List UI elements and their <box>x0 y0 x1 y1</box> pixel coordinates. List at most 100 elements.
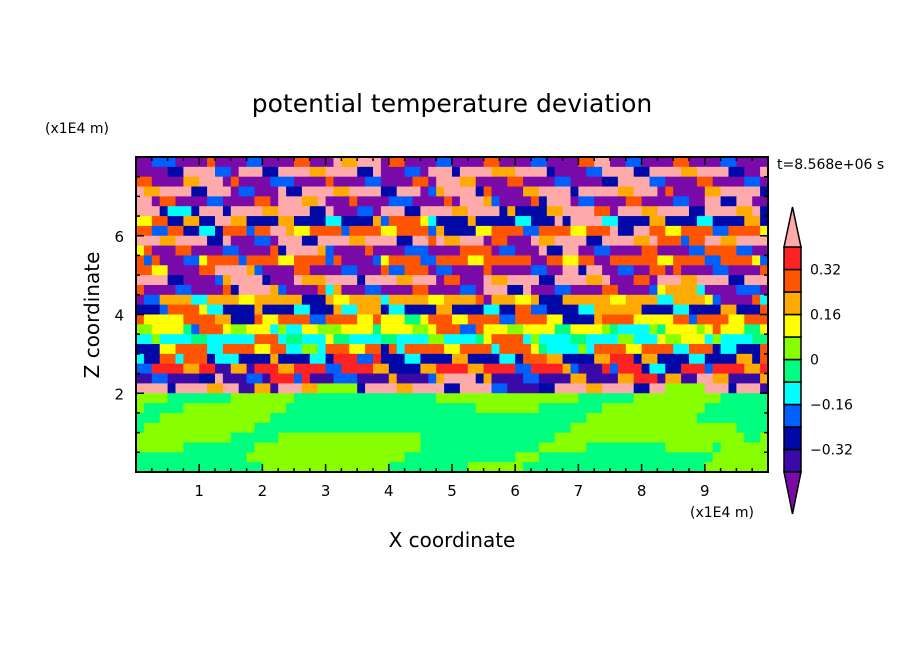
heatmap-cell <box>167 304 177 316</box>
heatmap-cell <box>167 334 177 345</box>
heatmap-cell <box>373 432 382 444</box>
heatmap-cell <box>325 344 335 355</box>
heatmap-cell <box>760 344 769 355</box>
heatmap-cell <box>222 373 232 385</box>
heatmap-cell <box>341 314 350 325</box>
heatmap-cell <box>230 157 240 168</box>
heatmap-cell <box>696 412 706 424</box>
heatmap-cell <box>317 403 327 414</box>
heatmap-cell <box>143 216 153 227</box>
heatmap-cell <box>151 235 161 247</box>
heatmap-cell <box>610 294 619 306</box>
heatmap-cell <box>531 304 540 316</box>
heatmap-cell <box>143 462 153 473</box>
heatmap-cell <box>531 334 540 345</box>
heatmap-cell <box>420 422 429 434</box>
heatmap-cell <box>183 412 192 424</box>
heatmap-cell <box>760 353 769 365</box>
heatmap-cell <box>254 196 263 207</box>
heatmap-cell <box>159 403 169 414</box>
heatmap-cell <box>641 196 651 207</box>
heatmap-cell <box>341 442 350 453</box>
heatmap-cell <box>657 393 666 404</box>
heatmap-cell <box>586 412 595 424</box>
heatmap-cell <box>499 186 508 197</box>
heatmap-cell <box>736 245 745 257</box>
heatmap-cell <box>404 265 414 276</box>
heatmap-cell <box>594 245 603 257</box>
heatmap-cell <box>136 412 145 424</box>
heatmap-cell <box>594 344 603 355</box>
heatmap-cell <box>617 462 627 473</box>
heatmap-cell <box>665 344 674 355</box>
heatmap-cell <box>752 176 761 188</box>
heatmap-cell <box>641 294 651 306</box>
heatmap-cell <box>562 216 572 227</box>
heatmap-cell <box>254 403 263 414</box>
heatmap-cell <box>199 304 208 316</box>
heatmap-cell <box>143 206 153 217</box>
heatmap-cell <box>183 432 192 444</box>
heatmap-cell <box>744 334 753 345</box>
heatmap-cell <box>230 452 240 463</box>
heatmap-cell <box>183 353 192 365</box>
heatmap-cell <box>459 412 469 424</box>
heatmap-cell <box>373 235 382 247</box>
heatmap-cell <box>412 157 421 168</box>
heatmap-cell <box>760 294 769 306</box>
heatmap-cell <box>420 452 429 463</box>
heatmap-cell <box>483 186 493 197</box>
heatmap-cell <box>278 186 287 197</box>
heatmap-cell <box>357 412 366 424</box>
heatmap-cell <box>657 206 666 217</box>
heatmap-cell <box>586 324 595 335</box>
heatmap-cell <box>610 275 619 286</box>
heatmap-cell <box>452 432 461 444</box>
heatmap-cell <box>610 216 619 227</box>
heatmap-cell <box>625 462 635 473</box>
heatmap-cell <box>278 255 287 266</box>
heatmap-cell <box>515 373 524 385</box>
heatmap-cell <box>546 206 556 217</box>
heatmap-cell <box>380 284 390 296</box>
heatmap-cell <box>357 462 366 473</box>
heatmap-cell <box>396 255 406 266</box>
heatmap-cell <box>712 166 722 178</box>
heatmap-cell <box>333 422 342 434</box>
heatmap-cell <box>254 255 263 266</box>
heatmap-cell <box>673 275 682 286</box>
heatmap-cell <box>167 462 177 473</box>
heatmap-cell <box>523 196 532 207</box>
heatmap-cell <box>610 314 619 325</box>
x-axis-label: X coordinate <box>389 528 516 552</box>
heatmap-cell <box>531 275 540 286</box>
heatmap-cell <box>207 353 216 365</box>
heatmap-cell <box>254 432 263 444</box>
heatmap-cell <box>404 383 414 394</box>
heatmap-cell <box>538 235 548 247</box>
heatmap-cell <box>143 383 153 394</box>
heatmap-cell <box>444 265 453 276</box>
heatmap-cell <box>317 373 327 385</box>
heatmap-cell <box>578 314 587 325</box>
heatmap-cell <box>689 353 698 365</box>
heatmap-cell <box>704 314 714 325</box>
heatmap-cell <box>294 294 303 306</box>
heatmap-cell <box>452 344 461 355</box>
heatmap-cell <box>578 225 587 237</box>
heatmap-cell <box>222 225 232 237</box>
heatmap-cell <box>309 225 319 237</box>
heatmap-cell <box>657 462 666 473</box>
heatmap-cell <box>191 245 200 257</box>
heatmap-cell <box>365 422 374 434</box>
heatmap-cell <box>633 334 643 345</box>
heatmap-cell <box>633 422 643 434</box>
heatmap-cell <box>317 176 327 188</box>
heatmap-cell <box>175 442 184 453</box>
heatmap-cell <box>349 324 358 335</box>
heatmap-cell <box>515 235 524 247</box>
heatmap-cell <box>325 373 335 385</box>
heatmap-cell <box>230 196 240 207</box>
heatmap-cell <box>459 462 469 473</box>
heatmap-cell <box>270 373 279 385</box>
